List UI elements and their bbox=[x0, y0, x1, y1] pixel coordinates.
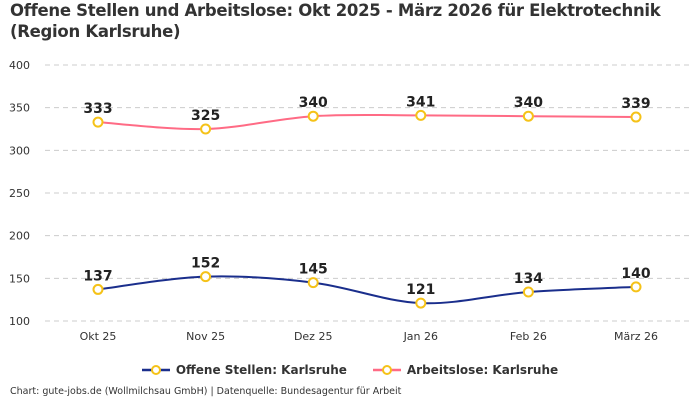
chart-footer: Chart: gute-jobs.de (Wollmilchsau GmbH) … bbox=[10, 386, 402, 397]
x-tick-label: Feb 26 bbox=[510, 330, 547, 343]
data-point bbox=[92, 283, 104, 295]
data-label: 340 bbox=[299, 95, 328, 111]
data-label: 121 bbox=[406, 282, 435, 298]
y-tick-label: 100 bbox=[9, 315, 30, 328]
x-tick-label: Okt 25 bbox=[80, 330, 117, 343]
y-tick-label: 150 bbox=[9, 272, 30, 285]
data-label: 134 bbox=[514, 271, 543, 287]
data-point bbox=[200, 123, 212, 135]
legend-item[interactable]: Offene Stellen: Karlsruhe bbox=[141, 363, 347, 377]
y-tick-label: 250 bbox=[9, 187, 30, 200]
data-label: 339 bbox=[621, 96, 650, 112]
legend-marker-icon bbox=[141, 365, 170, 375]
series-line bbox=[97, 113, 637, 131]
data-point bbox=[415, 109, 427, 121]
y-tick-label: 300 bbox=[9, 144, 30, 157]
data-point bbox=[630, 111, 642, 123]
data-label: 340 bbox=[514, 95, 543, 111]
y-tick-label: 200 bbox=[9, 230, 30, 243]
data-point bbox=[307, 110, 319, 122]
data-point bbox=[307, 277, 319, 289]
data-label: 145 bbox=[299, 262, 328, 278]
series-line bbox=[97, 275, 637, 305]
data-point bbox=[522, 286, 534, 298]
data-point bbox=[522, 110, 534, 122]
y-tick-label: 400 bbox=[9, 59, 30, 72]
data-label: 333 bbox=[83, 101, 112, 117]
x-tick-label: Dez 25 bbox=[294, 330, 333, 343]
legend-label: Offene Stellen: Karlsruhe bbox=[175, 363, 347, 377]
legend: Offene Stellen: Karlsruhe Arbeitslose: Ka… bbox=[0, 363, 700, 377]
data-label: 325 bbox=[191, 108, 220, 124]
data-label: 152 bbox=[191, 256, 220, 272]
legend-label: Arbeitslose: Karlsruhe bbox=[406, 363, 559, 377]
legend-marker-icon bbox=[372, 365, 401, 375]
x-tick-label: Nov 25 bbox=[186, 330, 225, 343]
data-label: 137 bbox=[83, 268, 112, 284]
data-label: 140 bbox=[621, 266, 650, 282]
data-point bbox=[415, 297, 427, 309]
x-tick-label: März 26 bbox=[614, 330, 658, 343]
chart-title: Offene Stellen und Arbeitslose: Okt 2025… bbox=[10, 1, 661, 41]
data-point bbox=[200, 271, 212, 283]
x-tick-label: Jan 26 bbox=[403, 330, 438, 343]
y-tick-label: 350 bbox=[9, 102, 30, 115]
data-label: 341 bbox=[406, 94, 435, 110]
data-point bbox=[92, 116, 104, 128]
legend-item[interactable]: Arbeitslose: Karlsruhe bbox=[372, 363, 559, 377]
data-point bbox=[630, 281, 642, 293]
